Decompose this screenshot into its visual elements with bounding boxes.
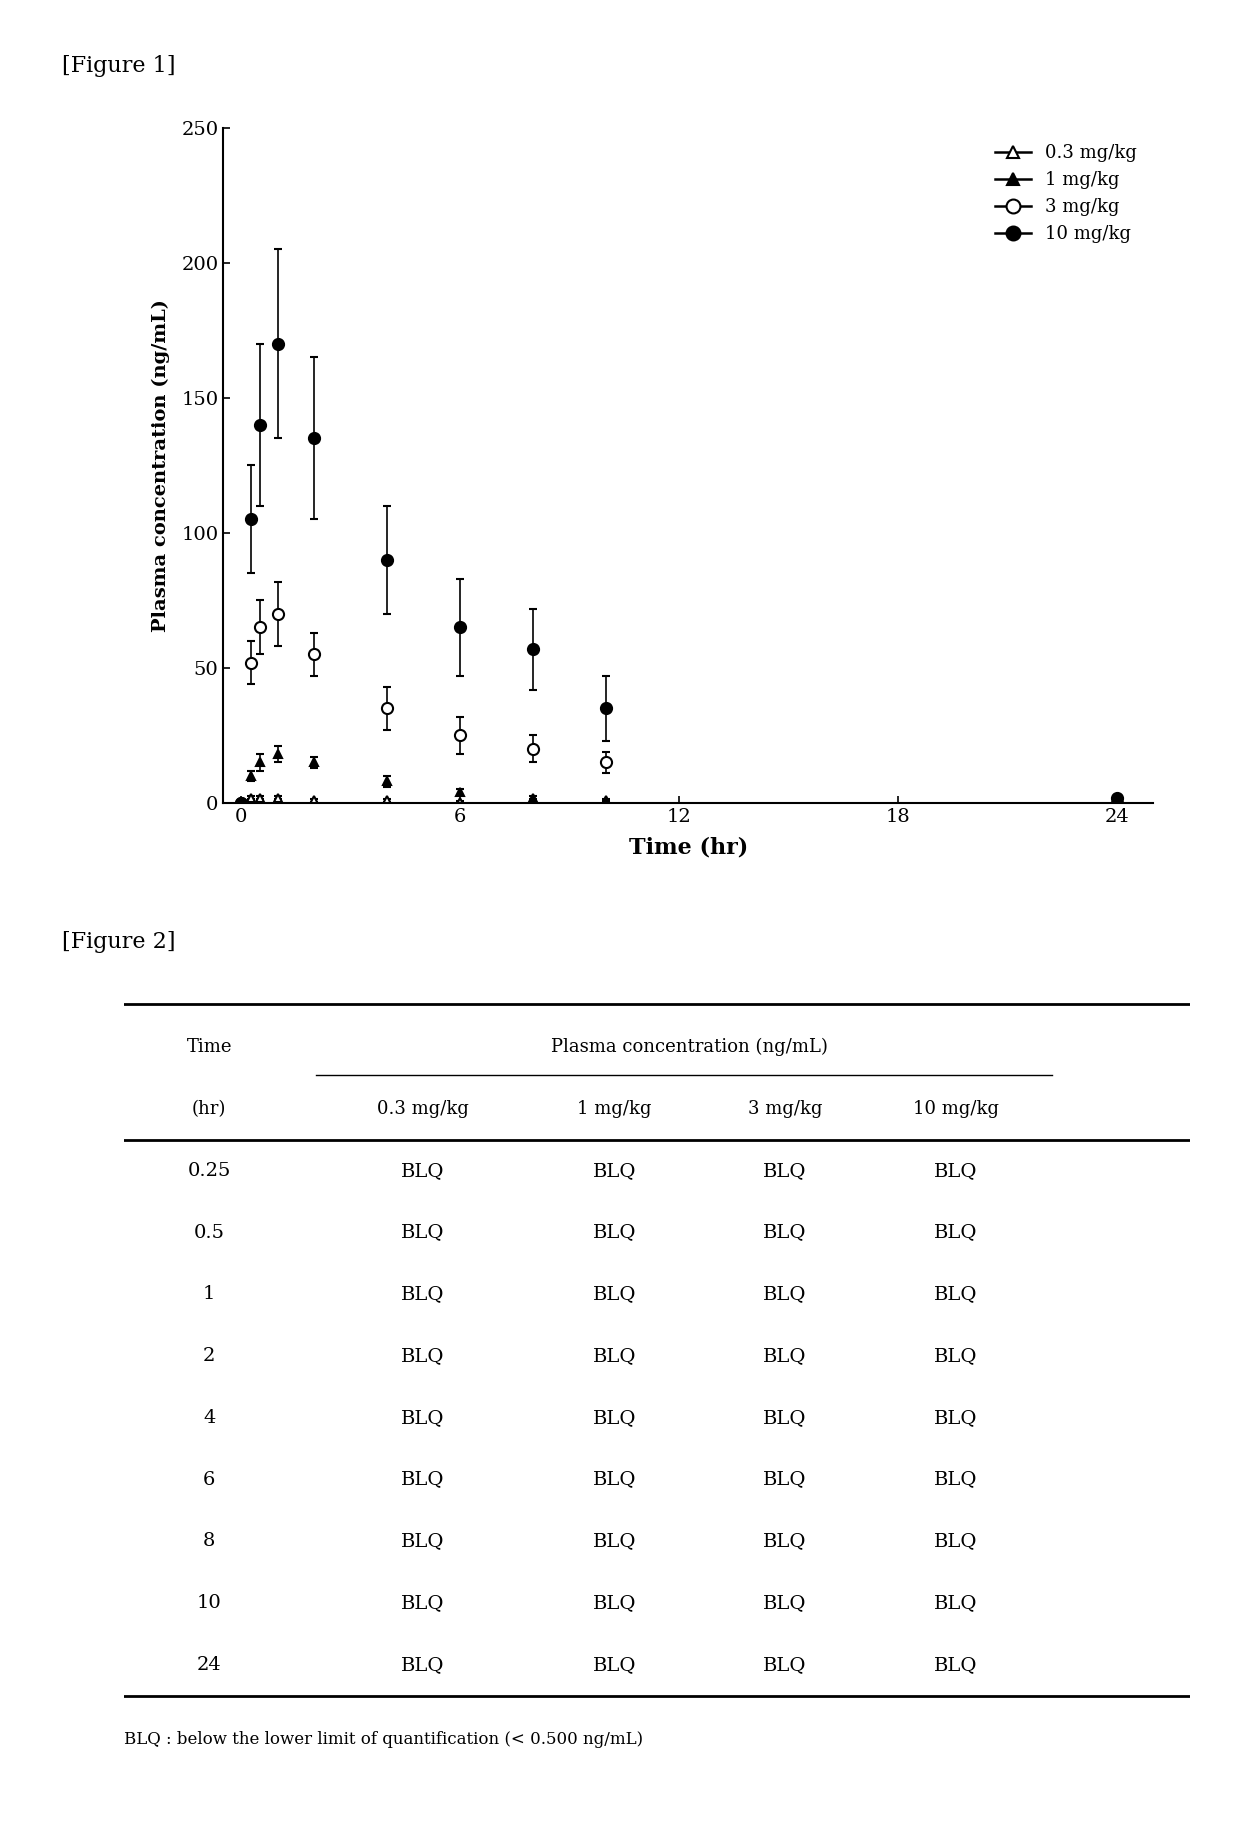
- Text: BLQ: BLQ: [401, 1655, 444, 1674]
- Text: BLQ: BLQ: [764, 1533, 807, 1551]
- Text: BLQ: BLQ: [401, 1533, 444, 1551]
- Text: BLQ: BLQ: [934, 1347, 977, 1365]
- Text: BLQ: BLQ: [764, 1347, 807, 1365]
- Text: BLQ: BLQ: [764, 1223, 807, 1241]
- Text: BLQ: BLQ: [401, 1471, 444, 1489]
- Text: BLQ: BLQ: [593, 1533, 636, 1551]
- Text: BLQ: BLQ: [934, 1223, 977, 1241]
- Text: BLQ: BLQ: [593, 1347, 636, 1365]
- Text: BLQ: BLQ: [934, 1409, 977, 1427]
- Text: 0.5: 0.5: [193, 1223, 224, 1241]
- Text: BLQ: BLQ: [401, 1163, 444, 1179]
- Y-axis label: Plasma concentration (ng/mL): Plasma concentration (ng/mL): [151, 299, 170, 631]
- Text: BLQ: BLQ: [593, 1223, 636, 1241]
- Text: 4: 4: [203, 1409, 216, 1427]
- Text: BLQ: BLQ: [934, 1163, 977, 1179]
- Text: BLQ: BLQ: [764, 1471, 807, 1489]
- Text: 10: 10: [197, 1595, 222, 1611]
- Text: (hr): (hr): [192, 1100, 227, 1119]
- Text: 8: 8: [203, 1533, 216, 1551]
- Text: BLQ: BLQ: [764, 1409, 807, 1427]
- Text: BLQ: BLQ: [934, 1655, 977, 1674]
- Text: 3 mg/kg: 3 mg/kg: [748, 1100, 822, 1119]
- X-axis label: Time (hr): Time (hr): [629, 838, 748, 860]
- Text: BLQ: BLQ: [593, 1595, 636, 1611]
- Text: 2: 2: [203, 1347, 216, 1365]
- Text: 0.25: 0.25: [187, 1163, 231, 1179]
- Text: 6: 6: [203, 1471, 216, 1489]
- Text: BLQ: BLQ: [401, 1285, 444, 1303]
- Text: BLQ: BLQ: [401, 1409, 444, 1427]
- Text: Plasma concentration (ng/mL): Plasma concentration (ng/mL): [551, 1038, 827, 1057]
- Text: BLQ: BLQ: [764, 1163, 807, 1179]
- Text: 1: 1: [203, 1285, 216, 1303]
- Text: [Figure 1]: [Figure 1]: [62, 55, 176, 77]
- Text: BLQ: BLQ: [764, 1655, 807, 1674]
- Text: BLQ: BLQ: [401, 1595, 444, 1611]
- Text: BLQ: BLQ: [593, 1163, 636, 1179]
- Text: BLQ: BLQ: [764, 1595, 807, 1611]
- Text: BLQ : below the lower limit of quantification (< 0.500 ng/mL): BLQ : below the lower limit of quantific…: [124, 1730, 644, 1748]
- Text: BLQ: BLQ: [934, 1285, 977, 1303]
- Text: BLQ: BLQ: [593, 1285, 636, 1303]
- Legend: 0.3 mg/kg, 1 mg/kg, 3 mg/kg, 10 mg/kg: 0.3 mg/kg, 1 mg/kg, 3 mg/kg, 10 mg/kg: [987, 137, 1145, 250]
- Text: 10 mg/kg: 10 mg/kg: [913, 1100, 998, 1119]
- Text: BLQ: BLQ: [934, 1471, 977, 1489]
- Text: 1 mg/kg: 1 mg/kg: [578, 1100, 652, 1119]
- Text: BLQ: BLQ: [593, 1471, 636, 1489]
- Text: BLQ: BLQ: [934, 1595, 977, 1611]
- Text: BLQ: BLQ: [593, 1655, 636, 1674]
- Text: BLQ: BLQ: [593, 1409, 636, 1427]
- Text: BLQ: BLQ: [934, 1533, 977, 1551]
- Text: 0.3 mg/kg: 0.3 mg/kg: [377, 1100, 469, 1119]
- Text: BLQ: BLQ: [401, 1223, 444, 1241]
- Text: Time: Time: [186, 1038, 232, 1057]
- Text: BLQ: BLQ: [764, 1285, 807, 1303]
- Text: 24: 24: [197, 1655, 222, 1674]
- Text: BLQ: BLQ: [401, 1347, 444, 1365]
- Text: [Figure 2]: [Figure 2]: [62, 931, 176, 953]
